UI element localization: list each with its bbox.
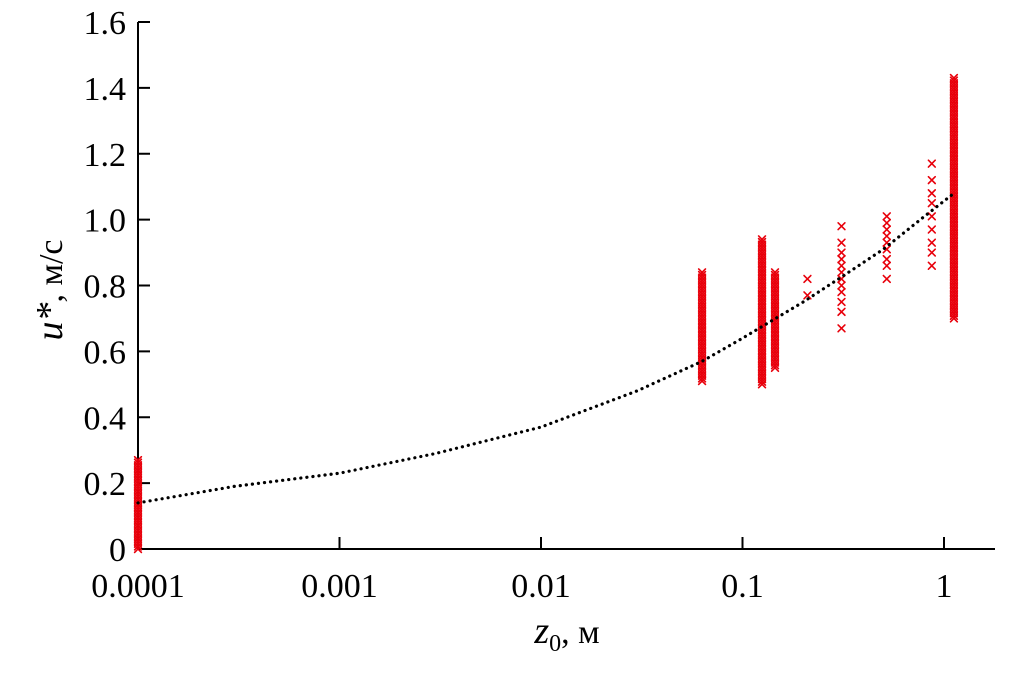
y-tick-label: 0.4 <box>84 400 127 437</box>
y-tick-label: 1.2 <box>84 137 127 174</box>
data-point <box>927 189 937 198</box>
data-point <box>803 274 812 284</box>
data-point <box>837 222 846 231</box>
data-point <box>882 212 891 221</box>
x-tick-label: 0.0001 <box>91 568 185 605</box>
data-point <box>927 225 937 234</box>
x-ticks: 0.0001 0.001 0.01 0.1 1 <box>91 537 953 605</box>
data-point <box>837 287 846 297</box>
y-tick-label: 1.6 <box>84 5 127 42</box>
data-point <box>927 238 937 247</box>
data-point <box>697 270 707 280</box>
data-point <box>837 261 846 270</box>
x-axis-symbol: z <box>533 610 549 652</box>
data-point <box>882 225 891 234</box>
data-point <box>803 291 812 300</box>
data-points <box>133 73 959 554</box>
y-tick-label: 0.2 <box>84 466 127 503</box>
data-point <box>770 268 780 277</box>
plot-area: 00.20.40.60.81.01.21.41.6 0.0001 0.001 0.0… <box>84 5 995 605</box>
data-point <box>837 297 846 307</box>
data-point <box>927 248 937 257</box>
data-point <box>882 254 891 264</box>
data-point <box>837 238 846 247</box>
x-axis-subscript: 0 <box>549 631 561 657</box>
data-point <box>837 307 846 317</box>
data-point <box>927 198 937 208</box>
fit-curve-group <box>136 191 956 505</box>
y-tick-label: 1.0 <box>84 203 127 240</box>
data-point <box>757 235 767 244</box>
data-point <box>837 254 846 264</box>
y-tick-label: 0 <box>109 532 126 569</box>
data-point <box>949 76 959 85</box>
x-tick-label: 0.001 <box>301 568 378 605</box>
data-point <box>949 73 959 83</box>
y-axis-unit: , м/с <box>33 239 70 302</box>
x-tick-label: 0.1 <box>721 568 764 605</box>
data-point <box>697 268 707 277</box>
fit-curve <box>136 191 956 505</box>
data-point <box>927 175 937 185</box>
x-tick-label: 1 <box>936 568 953 605</box>
data-point <box>133 458 143 467</box>
data-point <box>837 248 846 257</box>
y-tick-label: 0.8 <box>84 269 127 306</box>
x-axis-unit: , м <box>561 614 600 651</box>
data-point <box>927 159 937 168</box>
y-axis-symbol: u* <box>29 303 71 341</box>
data-point <box>882 218 891 228</box>
data-point <box>837 281 846 290</box>
y-axis-title: u*, м/с <box>29 239 71 340</box>
data-point <box>837 324 846 333</box>
data-point <box>882 261 891 270</box>
data-point <box>757 237 767 247</box>
data-point <box>133 455 143 465</box>
x-axis-title: z0, м <box>533 610 599 657</box>
y-ticks: 0 0.2 0.4 0.6 0.8 1.0 1.2 1.4 1.6 <box>84 5 150 569</box>
data-point <box>927 261 937 270</box>
data-point <box>770 270 780 280</box>
data-point <box>927 212 937 221</box>
y-tick-label: 1.4 <box>84 71 127 108</box>
data-point <box>882 231 891 241</box>
data-point <box>882 274 891 284</box>
x-tick-label: 0.01 <box>511 568 571 605</box>
y-tick-label: 0.6 <box>84 334 127 371</box>
